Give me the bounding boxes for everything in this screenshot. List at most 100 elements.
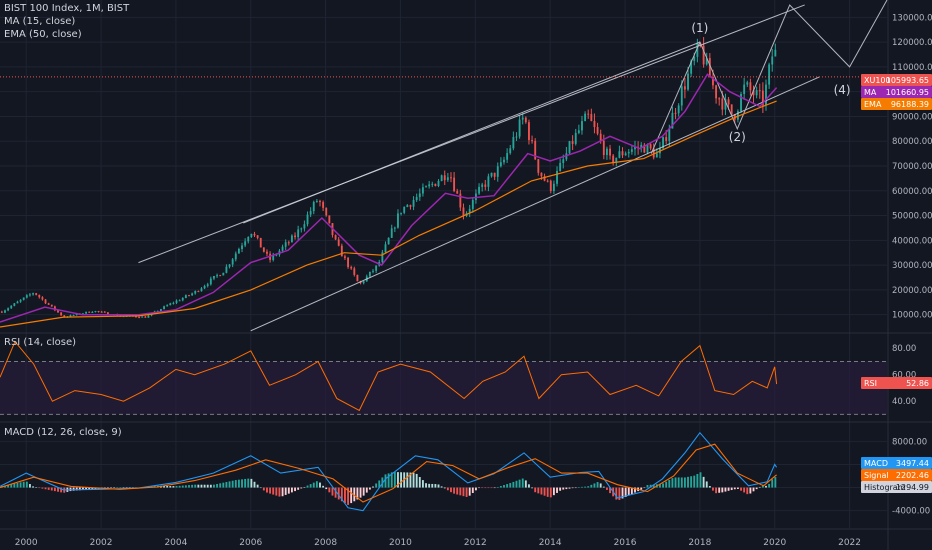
candle-body [234,253,237,260]
candle [596,122,599,136]
macd-histogram-bar [440,486,443,488]
candle [250,233,253,238]
candle [434,183,437,187]
candle-body [337,239,340,246]
candle-body [556,170,558,184]
ema-label-name: EMA [864,100,882,109]
candle [581,115,583,135]
candle-body [577,130,580,133]
macd-histogram-bar [250,478,253,488]
macd-histogram-bar [88,487,91,490]
candle [459,189,462,211]
candle-body [300,228,303,230]
candle [450,172,452,183]
candle-body [515,136,518,138]
candle-body [266,251,268,254]
macd-histogram-bar [683,477,686,488]
candle-body [481,184,484,187]
candle [718,97,721,106]
candle-body [640,144,643,149]
candle-body [213,275,215,279]
candle [322,200,325,212]
candle-body [4,310,6,313]
macd-histogram-bar [512,481,515,488]
candle [216,273,219,278]
y-tick-label: 30000.00 [892,261,932,271]
candle-body [290,235,293,243]
macd-histogram-bar [718,487,721,493]
candle-body [275,254,278,256]
candle-body [138,317,141,319]
macd-histogram-bar [590,484,593,488]
macd-histogram-bar [521,478,524,488]
candle [390,224,393,239]
macd-histogram-bar [35,487,38,488]
candle-body [602,140,605,156]
candle-body [262,247,265,252]
candle [22,297,25,301]
candle-body [478,186,480,194]
candle-body [390,228,393,238]
x-tick-label: 2008 [314,538,337,548]
macd-histogram-bar [649,484,652,488]
candle [262,247,265,253]
macd-histogram-bar [443,487,446,489]
candle-body [468,208,471,214]
macd-price-label: MACD 3497.44 [861,457,932,469]
candle-body [312,201,315,212]
candle-body [259,237,262,248]
candle-body [88,311,91,313]
macd-histogram-bar [496,486,499,488]
candle-body [281,246,284,251]
candle-body [103,311,106,313]
candle [191,292,194,296]
candle [680,80,683,111]
candle [443,170,446,186]
candle [537,158,540,176]
candle [724,93,727,116]
candle-body [328,215,331,224]
candle-body [596,127,599,134]
candle-body [35,293,38,295]
candle-body [141,316,144,318]
ema-label-box [861,98,932,110]
macd-histogram-bar [412,472,415,488]
macd-histogram-bar [431,483,434,488]
candle [687,66,689,91]
candle [761,82,764,114]
macd-histogram-bar [387,473,390,488]
candle [478,183,480,195]
candle-body [690,60,693,74]
candle [659,142,661,159]
candle-body [244,241,247,246]
candle-body [97,311,100,313]
macd-histogram-bar [736,487,739,489]
candle-body [406,205,409,207]
macd-histogram-bar [125,487,128,488]
macd-histogram-bar [47,487,50,490]
candle-body [397,213,399,228]
macd-histogram-bar [662,483,665,488]
macd-histogram-bar [25,481,28,488]
macd-histogram-bar [234,480,237,488]
candle-body [194,291,197,294]
candle-body [584,113,587,122]
candle [266,249,268,257]
candle [184,294,187,299]
candle [521,113,524,125]
candle-body [552,183,555,192]
candle [7,307,10,312]
candle [60,312,63,316]
candle [627,149,630,158]
macd-histogram-bar [231,480,234,488]
candle [384,241,387,253]
macd-histogram-bar [244,478,247,488]
candle-body [384,244,387,253]
candle [584,111,587,122]
candle [287,240,290,246]
signal-label-box [861,469,932,481]
candle-body [618,151,621,158]
candle-body [206,284,209,286]
candle [340,243,343,257]
